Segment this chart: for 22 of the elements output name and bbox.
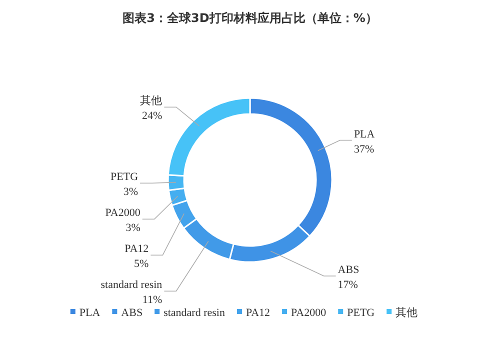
data-label: 11% bbox=[142, 294, 162, 306]
slice-label: standard resin bbox=[100, 279, 163, 292]
slice-label: PA2000 bbox=[105, 207, 141, 220]
slice-label: 其他 bbox=[140, 94, 162, 108]
data-label: 3% bbox=[126, 222, 140, 234]
slice-label: ABS bbox=[338, 264, 360, 276]
data-label: 3% bbox=[123, 186, 138, 198]
legend-label: PA2000 bbox=[291, 307, 327, 319]
data-label: 24% bbox=[142, 110, 162, 122]
data-label: 17% bbox=[338, 279, 358, 292]
legend-label: standard resin bbox=[164, 307, 226, 319]
legend-label: PA12 bbox=[246, 307, 270, 319]
legend-label: ABS bbox=[121, 307, 143, 319]
data-label: 5% bbox=[134, 258, 149, 270]
slice-label: PA12 bbox=[124, 243, 149, 256]
legend-label: 其他 bbox=[396, 306, 418, 319]
slice-label: PETG bbox=[110, 171, 138, 184]
legend-label: PETG bbox=[347, 307, 375, 319]
slice-label: PLA bbox=[354, 128, 375, 140]
legend-label: PLA bbox=[79, 307, 100, 319]
data-label: 37% bbox=[354, 143, 374, 156]
chart-title: 图表3：全球3D打印材料应用占比（单位：%） bbox=[122, 11, 378, 25]
